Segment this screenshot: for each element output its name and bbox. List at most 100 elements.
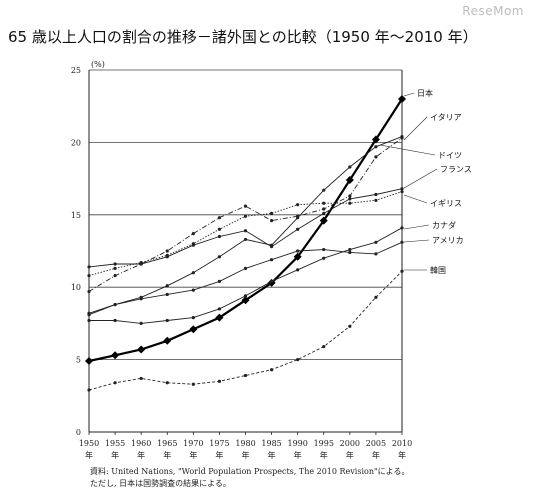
data-point-4	[87, 265, 91, 269]
series-leader-1	[403, 92, 415, 97]
data-point-1	[371, 135, 380, 144]
data-point-3	[87, 289, 91, 294]
data-point-5	[322, 201, 326, 205]
y-tick-label: 0	[76, 428, 81, 437]
series-leader-4	[403, 168, 438, 189]
x-tick-suffix: 年	[111, 450, 119, 460]
x-tick-suffix: 年	[294, 450, 302, 460]
series-line-4	[88, 188, 403, 268]
x-tick-label: 1985	[261, 439, 281, 448]
data-point-3	[296, 214, 300, 218]
data-point-6	[87, 318, 91, 323]
data-point-4	[113, 262, 117, 266]
data-point-5	[400, 190, 404, 194]
data-point-5	[374, 198, 378, 202]
data-point-2	[191, 271, 195, 275]
series-label-1: 日本	[417, 88, 433, 98]
data-point-2	[243, 237, 248, 242]
data-point-6	[374, 240, 378, 244]
data-point-2	[322, 188, 326, 192]
data-point-4	[322, 211, 326, 215]
data-point-7	[217, 279, 222, 284]
data-point-3	[400, 136, 404, 140]
data-point-6	[191, 316, 195, 320]
data-point-7	[87, 311, 91, 315]
source-note: 資料: United Nations, "World Population Pr…	[90, 467, 410, 476]
data-point-3	[217, 216, 222, 220]
data-point-4	[217, 234, 222, 239]
data-point-5	[217, 227, 222, 231]
data-point-2	[165, 284, 169, 288]
data-point-5	[87, 274, 91, 278]
chart-title: 65 歳以上人口の割合の推移－諸外国との比較（1950 年～2010 年）	[8, 28, 478, 46]
series-label-3: ドイツ	[438, 151, 462, 160]
x-tick-suffix: 年	[268, 450, 276, 460]
x-tick-suffix: 年	[189, 450, 197, 460]
data-point-8	[322, 344, 326, 349]
data-point-6	[139, 321, 143, 325]
data-point-7	[269, 258, 274, 262]
data-point-2	[348, 165, 352, 169]
data-point-1	[345, 176, 354, 185]
data-point-8	[400, 269, 404, 273]
data-point-4	[296, 227, 300, 231]
data-point-8	[269, 368, 274, 372]
y-unit-label: (%)	[91, 60, 105, 69]
series-leader-3	[379, 144, 436, 156]
data-point-7	[400, 240, 404, 244]
data-point-7	[348, 250, 352, 255]
data-point-6	[400, 226, 404, 230]
x-tick-label: 2010	[392, 439, 412, 448]
data-point-7	[374, 252, 378, 256]
data-point-3	[165, 249, 169, 253]
data-point-6	[165, 318, 169, 323]
data-point-8	[165, 381, 169, 385]
data-point-5	[348, 201, 352, 205]
x-tick-label: 1970	[183, 439, 203, 448]
series-leader-7	[403, 239, 430, 243]
x-tick-suffix: 年	[137, 450, 145, 460]
data-point-5	[165, 253, 169, 257]
x-tick-label: 1960	[131, 439, 151, 448]
data-point-1	[293, 252, 302, 261]
series-label-2: イタリア	[430, 113, 462, 122]
series-line-5	[88, 191, 403, 277]
data-point-5	[191, 242, 195, 246]
data-point-3	[322, 207, 326, 211]
data-point-3	[269, 218, 274, 223]
x-tick-suffix: 年	[215, 450, 223, 460]
data-point-8	[374, 295, 378, 299]
data-point-1	[137, 345, 146, 354]
data-point-3	[348, 194, 352, 198]
data-point-7	[139, 297, 143, 301]
data-point-6	[243, 294, 248, 298]
y-tick-label: 20	[71, 138, 81, 147]
series-line-2	[88, 136, 403, 316]
data-point-3	[113, 274, 117, 278]
data-point-8	[113, 381, 117, 385]
data-point-1	[241, 296, 250, 305]
x-tick-label: 1980	[235, 439, 255, 448]
x-tick-suffix: 年	[372, 450, 380, 460]
data-point-3	[243, 204, 248, 208]
data-point-7	[191, 288, 195, 292]
data-point-4	[348, 197, 352, 201]
series-leader-5	[403, 194, 428, 204]
data-point-6	[269, 279, 274, 284]
x-tick-label: 1950	[79, 439, 99, 448]
data-point-6	[348, 247, 352, 252]
data-point-1	[215, 313, 224, 322]
data-point-7	[296, 249, 300, 253]
data-point-1	[163, 336, 172, 345]
y-tick-label: 25	[71, 66, 81, 75]
data-point-6	[217, 307, 222, 311]
x-tick-label: 1965	[157, 439, 177, 448]
data-point-1	[319, 216, 328, 225]
data-point-8	[296, 358, 300, 362]
data-point-7	[243, 266, 248, 270]
data-point-5	[296, 203, 300, 207]
data-point-8	[87, 388, 91, 392]
x-tick-suffix: 年	[346, 450, 354, 460]
data-point-5	[113, 266, 117, 270]
data-point-2	[374, 145, 378, 149]
